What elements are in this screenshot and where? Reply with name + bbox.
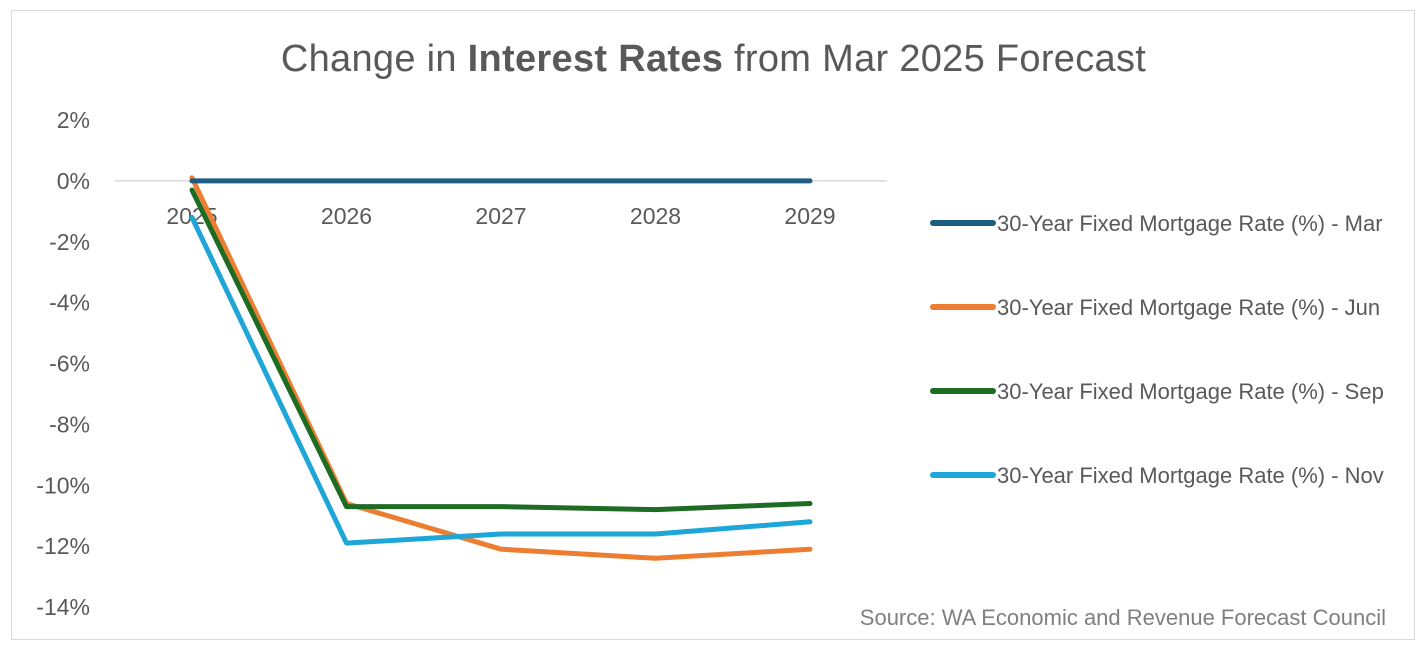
title-part-bold: Interest Rates	[467, 38, 724, 80]
series-line-sep	[189, 187, 813, 513]
legend-swatch-sep	[930, 388, 996, 394]
legend-label-jun: 30-Year Fixed Mortgage Rate (%) - Jun	[997, 295, 1381, 320]
chart-title: Change in Interest Rates from Mar 2025 F…	[0, 38, 1427, 81]
x-tick-label: 2026	[321, 203, 372, 229]
title-part-2: from Mar 2025 Forecast	[723, 38, 1147, 80]
legend-item-mar: 30-Year Fixed Mortgage Rate (%) - Mar	[930, 208, 1400, 292]
y-tick-label: -8%	[49, 411, 90, 437]
x-tick-label: 2028	[630, 203, 681, 229]
legend-item-jun: 30-Year Fixed Mortgage Rate (%) - Jun	[930, 292, 1400, 376]
y-tick-label: 2%	[57, 107, 90, 133]
legend: 30-Year Fixed Mortgage Rate (%) - Mar 30…	[930, 208, 1400, 544]
y-tick-label: -14%	[36, 594, 90, 620]
y-tick-label: -6%	[49, 351, 90, 377]
y-tick-label: -2%	[49, 229, 90, 255]
source-note: Source: WA Economic and Revenue Forecast…	[859, 605, 1386, 630]
legend-label-sep: 30-Year Fixed Mortgage Rate (%) - Sep	[997, 379, 1384, 404]
y-tick-label: -4%	[49, 290, 90, 316]
y-tick-label: -12%	[36, 533, 90, 559]
y-axis-ticks: 2% 0% -2% -4% -6% -8% -10% -12% -14%	[36, 107, 90, 620]
x-tick-label: 2027	[475, 203, 526, 229]
legend-item-nov: 30-Year Fixed Mortgage Rate (%) - Nov	[930, 460, 1400, 544]
legend-swatch-jun	[930, 304, 996, 310]
x-tick-label: 2029	[784, 203, 835, 229]
x-axis-ticks: 2025 2026 2027 2028 2029	[166, 203, 835, 229]
legend-label-mar: 30-Year Fixed Mortgage Rate (%) - Mar	[997, 211, 1383, 236]
y-tick-label: -10%	[36, 472, 90, 498]
legend-swatch-nov	[930, 472, 996, 478]
series-lines	[189, 175, 813, 561]
title-part-1: Change in	[280, 38, 468, 80]
legend-item-sep: 30-Year Fixed Mortgage Rate (%) - Sep	[930, 376, 1400, 460]
y-tick-label: 0%	[57, 168, 90, 194]
series-line-nov	[189, 214, 813, 546]
series-line-jun	[189, 175, 813, 561]
legend-label-nov: 30-Year Fixed Mortgage Rate (%) - Nov	[997, 463, 1384, 488]
legend-swatch-mar	[930, 220, 996, 226]
